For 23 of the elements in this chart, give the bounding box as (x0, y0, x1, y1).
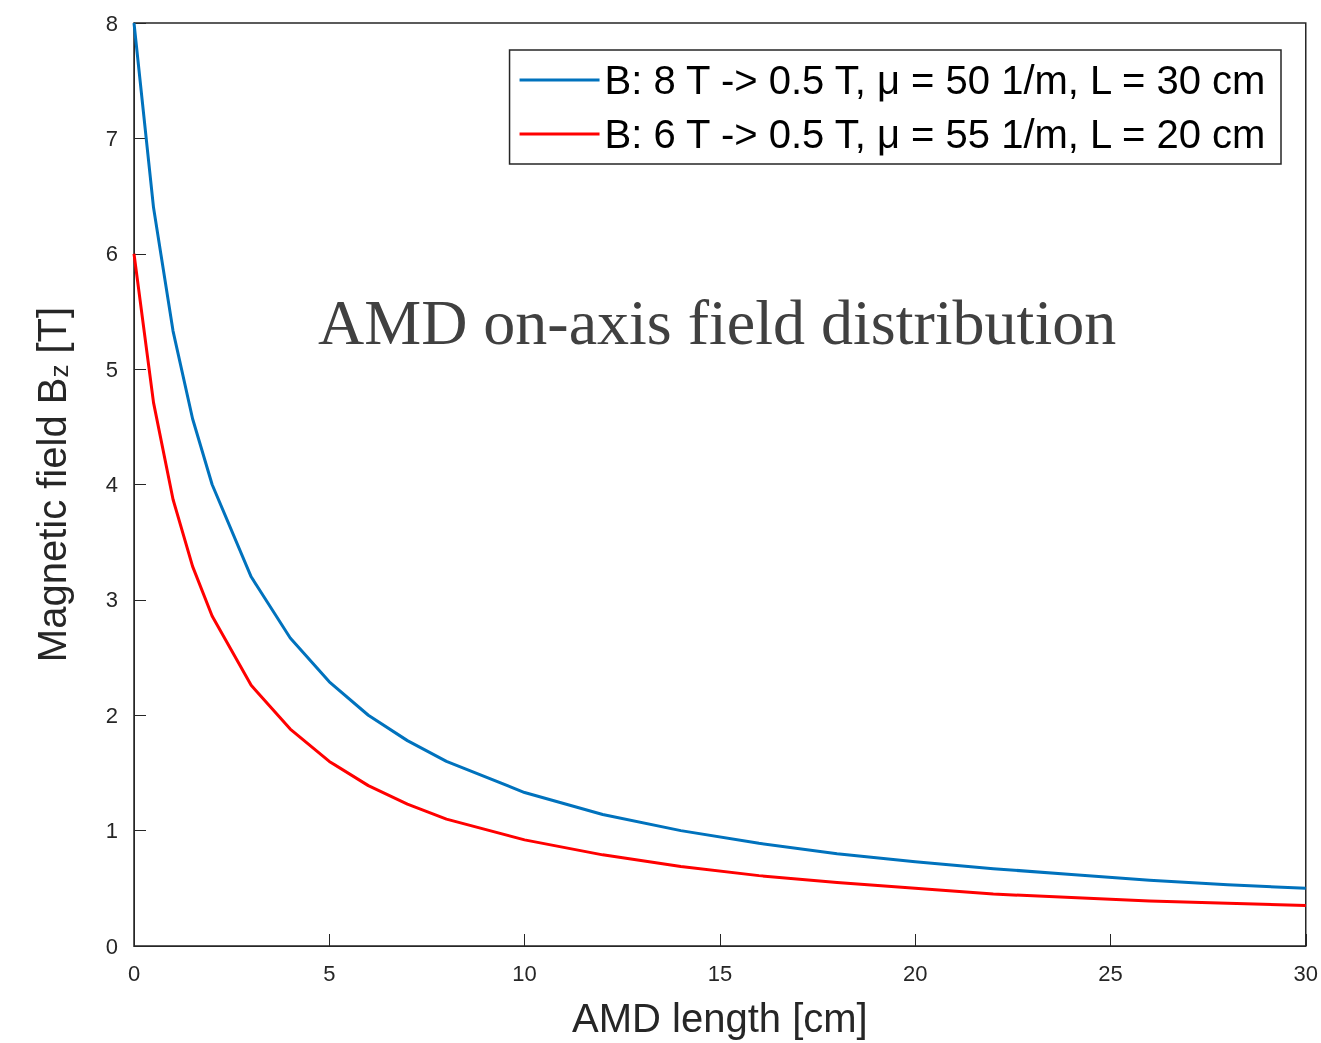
annotation: AMD on-axis field distribution (318, 286, 1117, 358)
x-tick-label: 20 (902, 960, 928, 986)
y-tick-label: 6 (105, 241, 118, 267)
y-tick-label: 2 (105, 702, 118, 728)
y-tick-label: 7 (105, 125, 118, 151)
x-tick-label: 15 (707, 960, 733, 986)
line-series (132, 252, 1308, 908)
y-tick-label: 1 (105, 818, 118, 844)
line-series (132, 21, 1308, 890)
y-tick-label: 3 (105, 587, 118, 613)
x-axis-title: AMD length [cm] (572, 996, 868, 1040)
y-tick-label: 0 (105, 933, 118, 959)
x-tick-label: 0 (127, 960, 141, 986)
x-tick-label: 30 (1293, 960, 1319, 986)
x-tick-label: 5 (323, 960, 336, 986)
legend-label: B: 6 T -> 0.5 T, μ = 55 1/m, L = 20 cm (604, 112, 1266, 156)
y-tick-label: 4 (105, 472, 118, 497)
y-tick-label: 8 (105, 10, 118, 36)
y-axis-title: Magnetic field Bz [T] (30, 306, 74, 663)
x-tick-label: 25 (1098, 960, 1123, 986)
x-tick-label: 10 (512, 960, 537, 986)
legend-label: B: 8 T -> 0.5 T, μ = 50 1/m, L = 30 cm (604, 58, 1266, 102)
y-tick-label: 5 (105, 356, 118, 382)
